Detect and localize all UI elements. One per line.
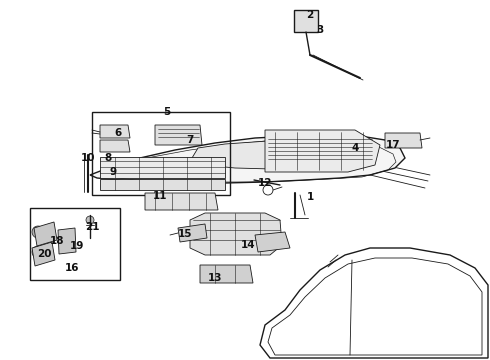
Text: 6: 6	[114, 128, 122, 138]
Text: 1: 1	[306, 192, 314, 202]
Circle shape	[32, 246, 44, 258]
Text: 21: 21	[85, 222, 99, 232]
Polygon shape	[200, 265, 253, 283]
Polygon shape	[190, 213, 282, 255]
Text: 3: 3	[317, 25, 323, 35]
Polygon shape	[32, 242, 55, 266]
Polygon shape	[385, 133, 422, 148]
Text: 14: 14	[241, 240, 255, 250]
Text: 11: 11	[153, 191, 167, 201]
Circle shape	[86, 216, 94, 224]
Polygon shape	[192, 140, 373, 169]
Text: 20: 20	[37, 249, 51, 259]
Text: 9: 9	[109, 167, 117, 177]
Text: 4: 4	[351, 143, 359, 153]
Polygon shape	[145, 193, 218, 210]
Text: 10: 10	[81, 153, 95, 163]
Polygon shape	[294, 10, 318, 32]
Polygon shape	[155, 125, 202, 145]
Polygon shape	[265, 130, 380, 172]
Text: 17: 17	[386, 140, 400, 150]
Text: 16: 16	[65, 263, 79, 273]
Polygon shape	[178, 224, 207, 242]
Polygon shape	[100, 157, 225, 178]
Text: 12: 12	[258, 178, 272, 188]
Text: 13: 13	[208, 273, 222, 283]
Text: 8: 8	[104, 153, 112, 163]
Text: 7: 7	[186, 135, 194, 145]
Polygon shape	[34, 222, 57, 246]
Polygon shape	[100, 179, 225, 190]
Text: 15: 15	[178, 229, 192, 239]
Polygon shape	[255, 232, 290, 252]
Polygon shape	[100, 125, 130, 138]
Text: 19: 19	[70, 241, 84, 251]
Text: 18: 18	[50, 236, 64, 246]
Text: 2: 2	[306, 10, 314, 20]
Polygon shape	[58, 228, 76, 254]
Circle shape	[32, 226, 44, 238]
Text: 5: 5	[163, 107, 171, 117]
Polygon shape	[100, 140, 130, 152]
Circle shape	[60, 235, 70, 245]
Polygon shape	[90, 135, 405, 183]
